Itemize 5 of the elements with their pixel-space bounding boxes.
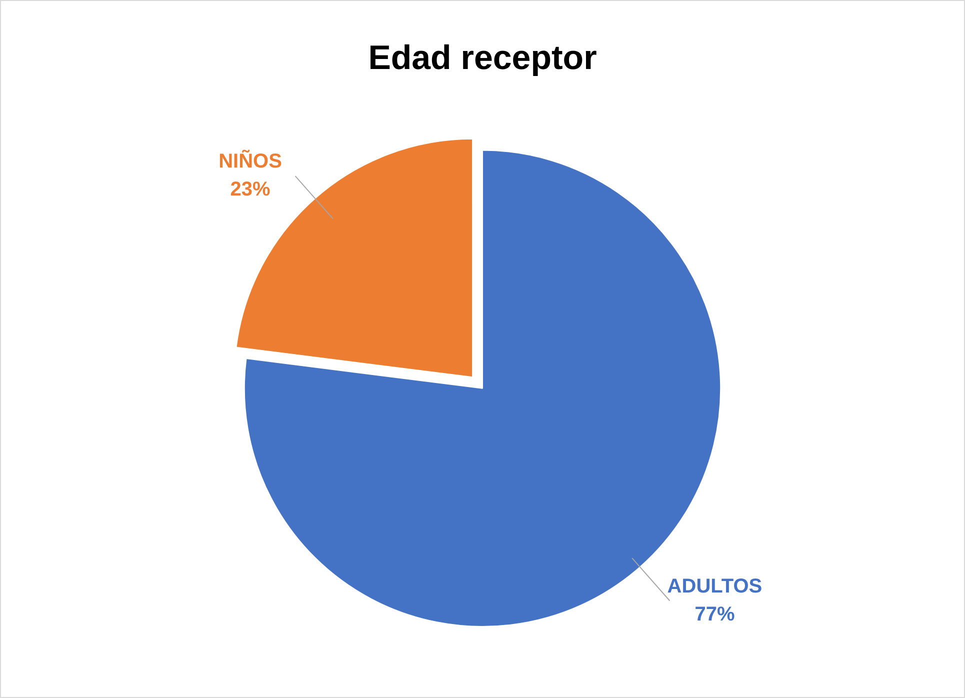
slice-label: NIÑOS bbox=[218, 150, 282, 173]
slice-label: ADULTOS bbox=[667, 575, 762, 598]
chart-title: Edad receptor bbox=[368, 38, 597, 77]
data-label: 23% bbox=[230, 178, 271, 201]
data-label: 77% bbox=[694, 603, 735, 626]
